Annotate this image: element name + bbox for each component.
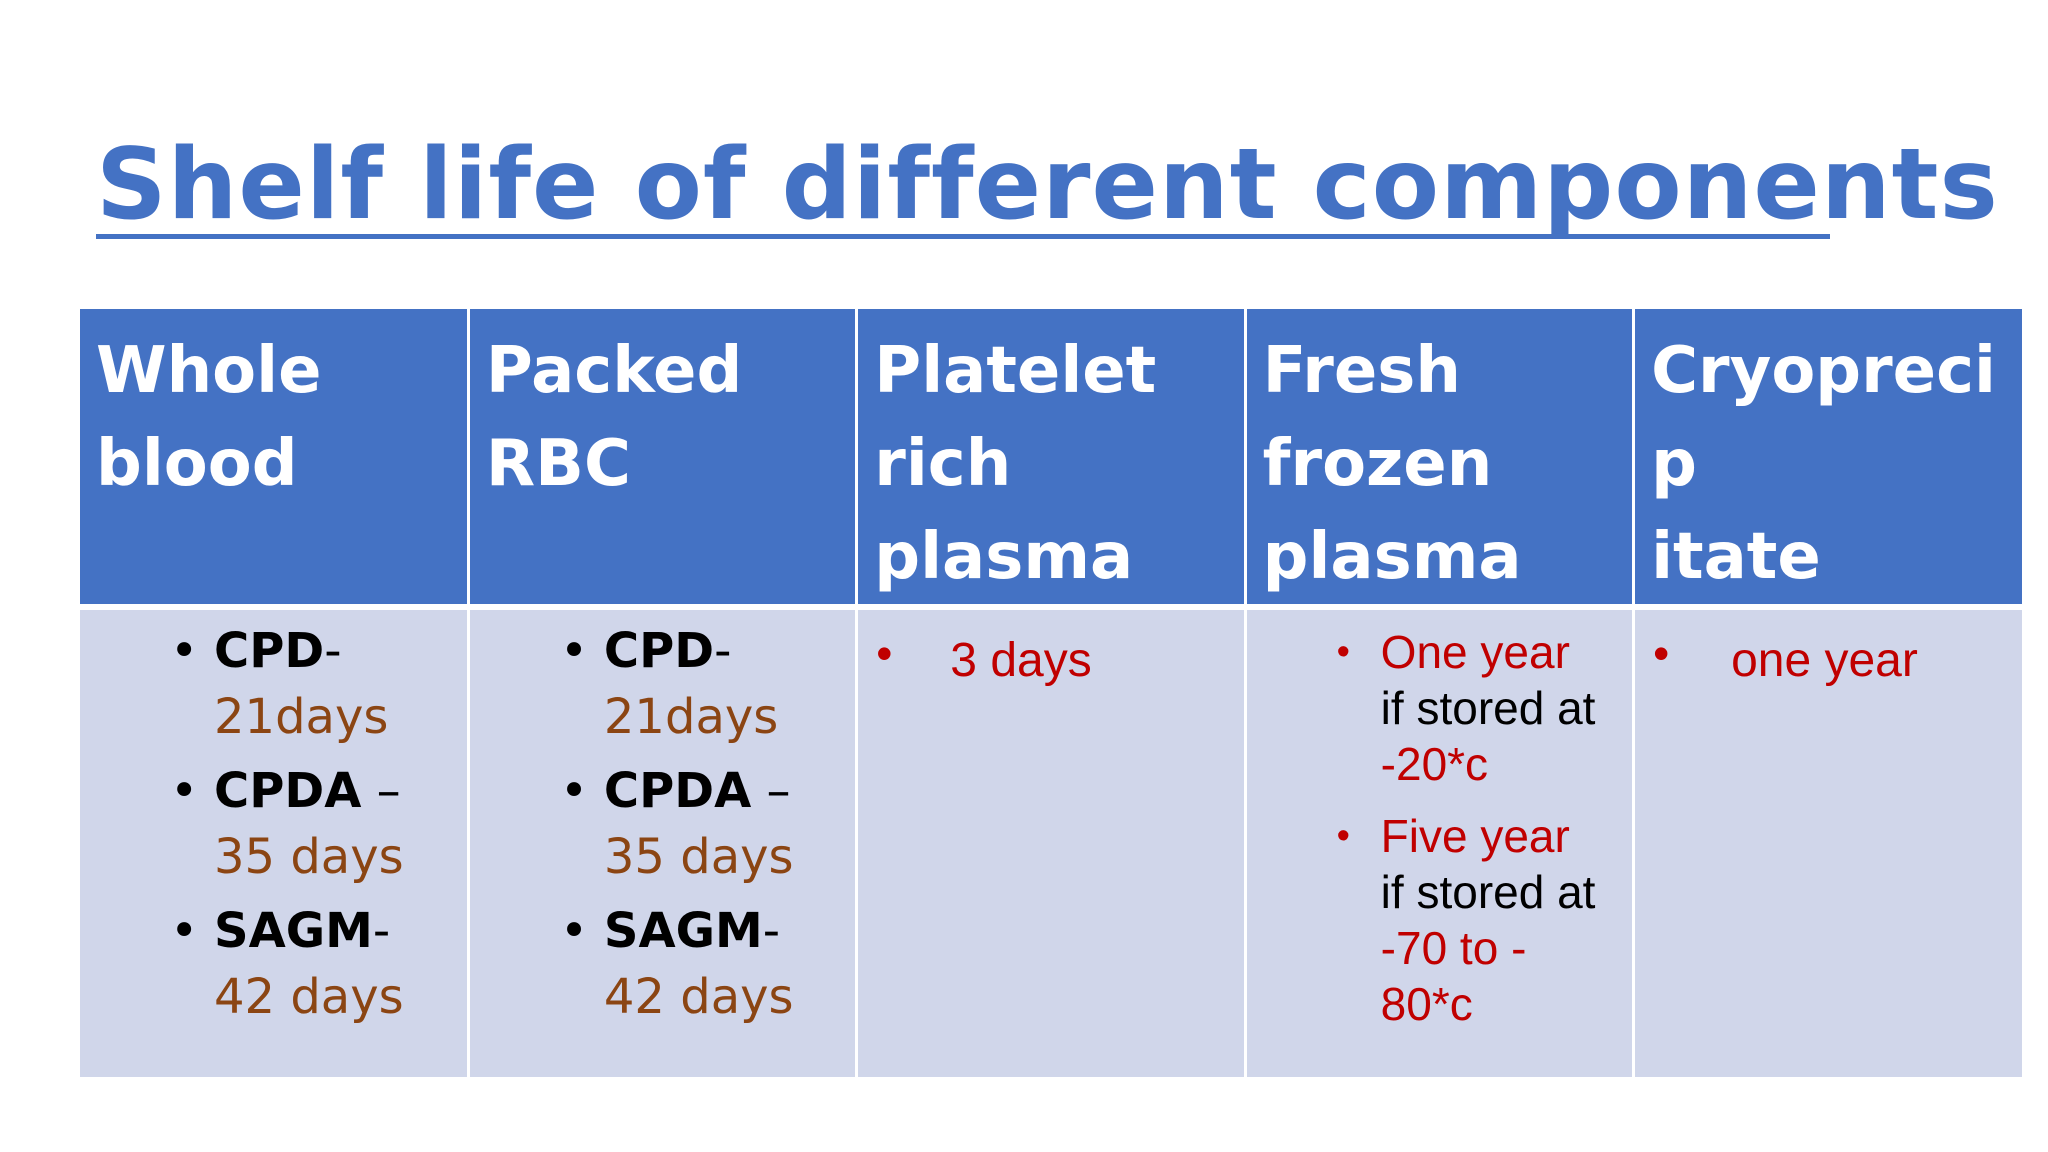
- table-row: • CPD- 21days • CPDA –35 days • SAGM- 42 days…: [80, 607, 2022, 1077]
- list-item: • CPD- 21days: [170, 623, 389, 745]
- header-cryoprecipitate: Cryoprecip itate: [1633, 309, 2022, 610]
- shelf-life-table: Whole blood Packed RBC Platelet rich plasma …: [80, 309, 2022, 1077]
- list-item: • Five year if stored at -70 to - 80*c: [1336, 810, 1596, 1030]
- title-underline: [96, 234, 1830, 239]
- header-platelet-rich-plasma: Platelet rich plasma: [856, 309, 1247, 610]
- list-item: • CPDA –35 days: [559, 763, 794, 885]
- header-packed-rbc: Packed RBC: [468, 309, 859, 610]
- cell-platelet-rich-plasma: • 3 days: [856, 607, 1247, 1077]
- cell-cryoprecipitate: • one year: [1633, 607, 2022, 1077]
- list-item: • one year: [1653, 627, 1918, 687]
- list-item: • CPD- 21days: [559, 623, 779, 745]
- cell-fresh-frozen-plasma: • One year if stored at -20*c • Five yea…: [1245, 607, 1636, 1077]
- header-whole-blood: Whole blood: [80, 309, 470, 610]
- list-item: • SAGM- 42 days: [559, 903, 794, 1025]
- cell-whole-blood: • CPD- 21days • CPDA –35 days • SAGM- 42 days: [80, 607, 470, 1077]
- table-header-row: Whole blood Packed RBC Platelet rich plasma …: [80, 309, 2022, 610]
- list-item: • CPDA –35 days: [170, 763, 404, 885]
- list-item: • 3 days: [876, 627, 1092, 687]
- list-item: • SAGM- 42 days: [170, 903, 404, 1025]
- header-fresh-frozen-plasma: Fresh frozen plasma: [1245, 309, 1636, 610]
- slide-title: Shelf life of different components: [96, 128, 1999, 242]
- list-item: • One year if stored at -20*c: [1336, 626, 1596, 790]
- cell-packed-rbc: • CPD- 21days • CPDA –35 days • SAGM- 42 days: [468, 607, 859, 1077]
